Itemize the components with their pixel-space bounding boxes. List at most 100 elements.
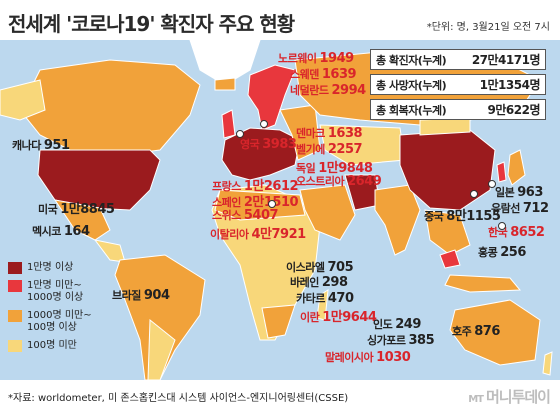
country-count: 904: [143, 288, 170, 303]
logo-name: 머니투데이: [485, 388, 551, 406]
country-count: 298: [321, 275, 348, 290]
country-label: 이탈리아 4만7921: [210, 223, 306, 242]
country-name: 프랑스: [212, 180, 241, 193]
country-name: 캐나다: [12, 139, 41, 152]
country-label: 카타르 470: [296, 290, 354, 306]
country-label: 말레이시아 1030: [325, 349, 411, 365]
total-deaths: 총 사망자(누계) 1만1354명: [370, 74, 546, 95]
country-name: 오스트리아: [296, 175, 345, 188]
country-label: 벨기에 2257: [296, 141, 363, 157]
country-name: 독일: [296, 162, 316, 175]
country-count: 1만9848: [318, 161, 373, 176]
alaska: [0, 79, 46, 121]
south-africa: [261, 304, 296, 339]
country-count: 1만8845: [60, 202, 115, 217]
country-label: 일본 963: [495, 184, 543, 200]
central-asia: [319, 124, 406, 166]
legend-label: 1000명 미만~ 100명 이상: [27, 310, 92, 333]
madagascar: [316, 289, 329, 321]
legend-label: 1만명 미만~ 1000명 이상: [27, 280, 84, 303]
middle-east: [299, 184, 356, 241]
location-marker: [268, 200, 276, 208]
country-count: 8만1155: [446, 209, 501, 224]
country-label: 노르웨이 1949: [278, 50, 354, 66]
country-label: 영국 3983: [240, 136, 297, 152]
page-title: 전세계 '코로나19' 확진자 주요 현황: [8, 12, 295, 36]
europe: [221, 127, 301, 181]
country-count: 2994: [331, 83, 366, 98]
legend-item: 100명 미만: [8, 340, 92, 352]
country-label: 미국 1만8845: [38, 198, 115, 217]
total-confirmed-label: 총 확진자(누계): [376, 53, 447, 67]
country-count: 470: [327, 291, 354, 306]
country-name: 영국: [240, 138, 260, 151]
country-name: 네덜란드: [290, 84, 329, 97]
country-count: 963: [517, 185, 543, 200]
country-count: 8652: [510, 225, 545, 240]
country-label: 이스라엘 705: [286, 259, 354, 275]
country-label: 싱가포르 385: [367, 332, 435, 348]
country-name: 미국: [38, 203, 58, 216]
legend-label: 1만명 이상: [27, 262, 74, 273]
country-name: 바레인: [290, 276, 319, 289]
logo-mt: MT: [468, 394, 484, 405]
scandinavia: [247, 64, 296, 131]
country-name: 유람선: [491, 202, 520, 215]
legend-item: 1만명 이상: [8, 262, 92, 274]
north-africa: [214, 189, 306, 221]
source-note: *자료: worldometer, 미 존스홉킨스대 시스템 사이언스-엔지니어…: [8, 393, 349, 404]
south-america-light: [147, 318, 176, 380]
country-name: 호주: [452, 325, 472, 338]
country-label: 호주 876: [452, 323, 500, 339]
unit-note: *단위: 명, 3월21일 오전 7시: [426, 22, 550, 33]
country-count: 951: [43, 138, 70, 153]
legend-item: 1000명 미만~ 100명 이상: [8, 310, 92, 334]
country-name: 노르웨이: [278, 52, 317, 65]
canada: [19, 59, 201, 156]
legend-label: 100명 미만: [27, 340, 77, 351]
legend-swatch: [8, 310, 22, 322]
japan: [507, 149, 526, 186]
country-name: 이탈리아: [210, 228, 249, 241]
country-count: 1639: [321, 67, 357, 82]
country-count: 1949: [319, 51, 354, 66]
total-deaths-label: 총 사망자(누계): [376, 78, 447, 92]
country-count: 2649: [347, 174, 382, 189]
country-label: 독일 1만9848: [296, 157, 373, 176]
country-count: 1030: [376, 350, 411, 365]
country-count: 1638: [327, 126, 363, 141]
totals-box: 총 확진자(누계) 27만4171명 총 사망자(누계) 1만1354명 총 회…: [370, 49, 546, 124]
south-america: [114, 254, 206, 380]
country-label: 바레인 298: [290, 274, 348, 290]
legend-item: 1만명 미만~ 1000명 이상: [8, 280, 92, 304]
country-label: 캐나다 951: [12, 137, 70, 153]
country-name: 브라질: [112, 289, 141, 302]
legend: 1만명 이상 1만명 미만~ 1000명 이상 1000명 미만~ 100명 이…: [8, 262, 92, 358]
country-count: 1만2612: [243, 179, 299, 194]
country-count: 705: [327, 260, 354, 275]
malaysia: [439, 249, 461, 269]
country-label: 한국 8652: [488, 224, 545, 240]
country-name: 이란: [300, 311, 320, 324]
country-label: 이란 1만9644: [300, 306, 377, 325]
country-count: 4만7921: [251, 227, 306, 242]
country-label: 유람선 712: [491, 200, 549, 216]
country-name: 이스라엘: [286, 261, 325, 274]
country-count: 5407: [243, 208, 279, 223]
country-name: 일본: [495, 186, 515, 199]
location-marker: [488, 180, 496, 188]
indonesia: [444, 274, 522, 293]
country-name: 카타르: [296, 292, 325, 305]
location-marker: [236, 130, 244, 138]
country-label: 스위스 5407: [212, 207, 279, 223]
legend-swatch: [8, 262, 22, 274]
total-recovered-value: 9만622명: [487, 103, 541, 117]
total-confirmed: 총 확진자(누계) 27만4171명: [370, 49, 546, 70]
country-label: 덴마크 1638: [296, 125, 363, 141]
usa: [37, 149, 161, 211]
country-label: 네덜란드 2994: [290, 82, 366, 98]
iceland: [214, 77, 236, 91]
country-label: 멕시코 164: [32, 223, 90, 239]
location-marker: [470, 190, 478, 198]
korea: [496, 161, 507, 183]
